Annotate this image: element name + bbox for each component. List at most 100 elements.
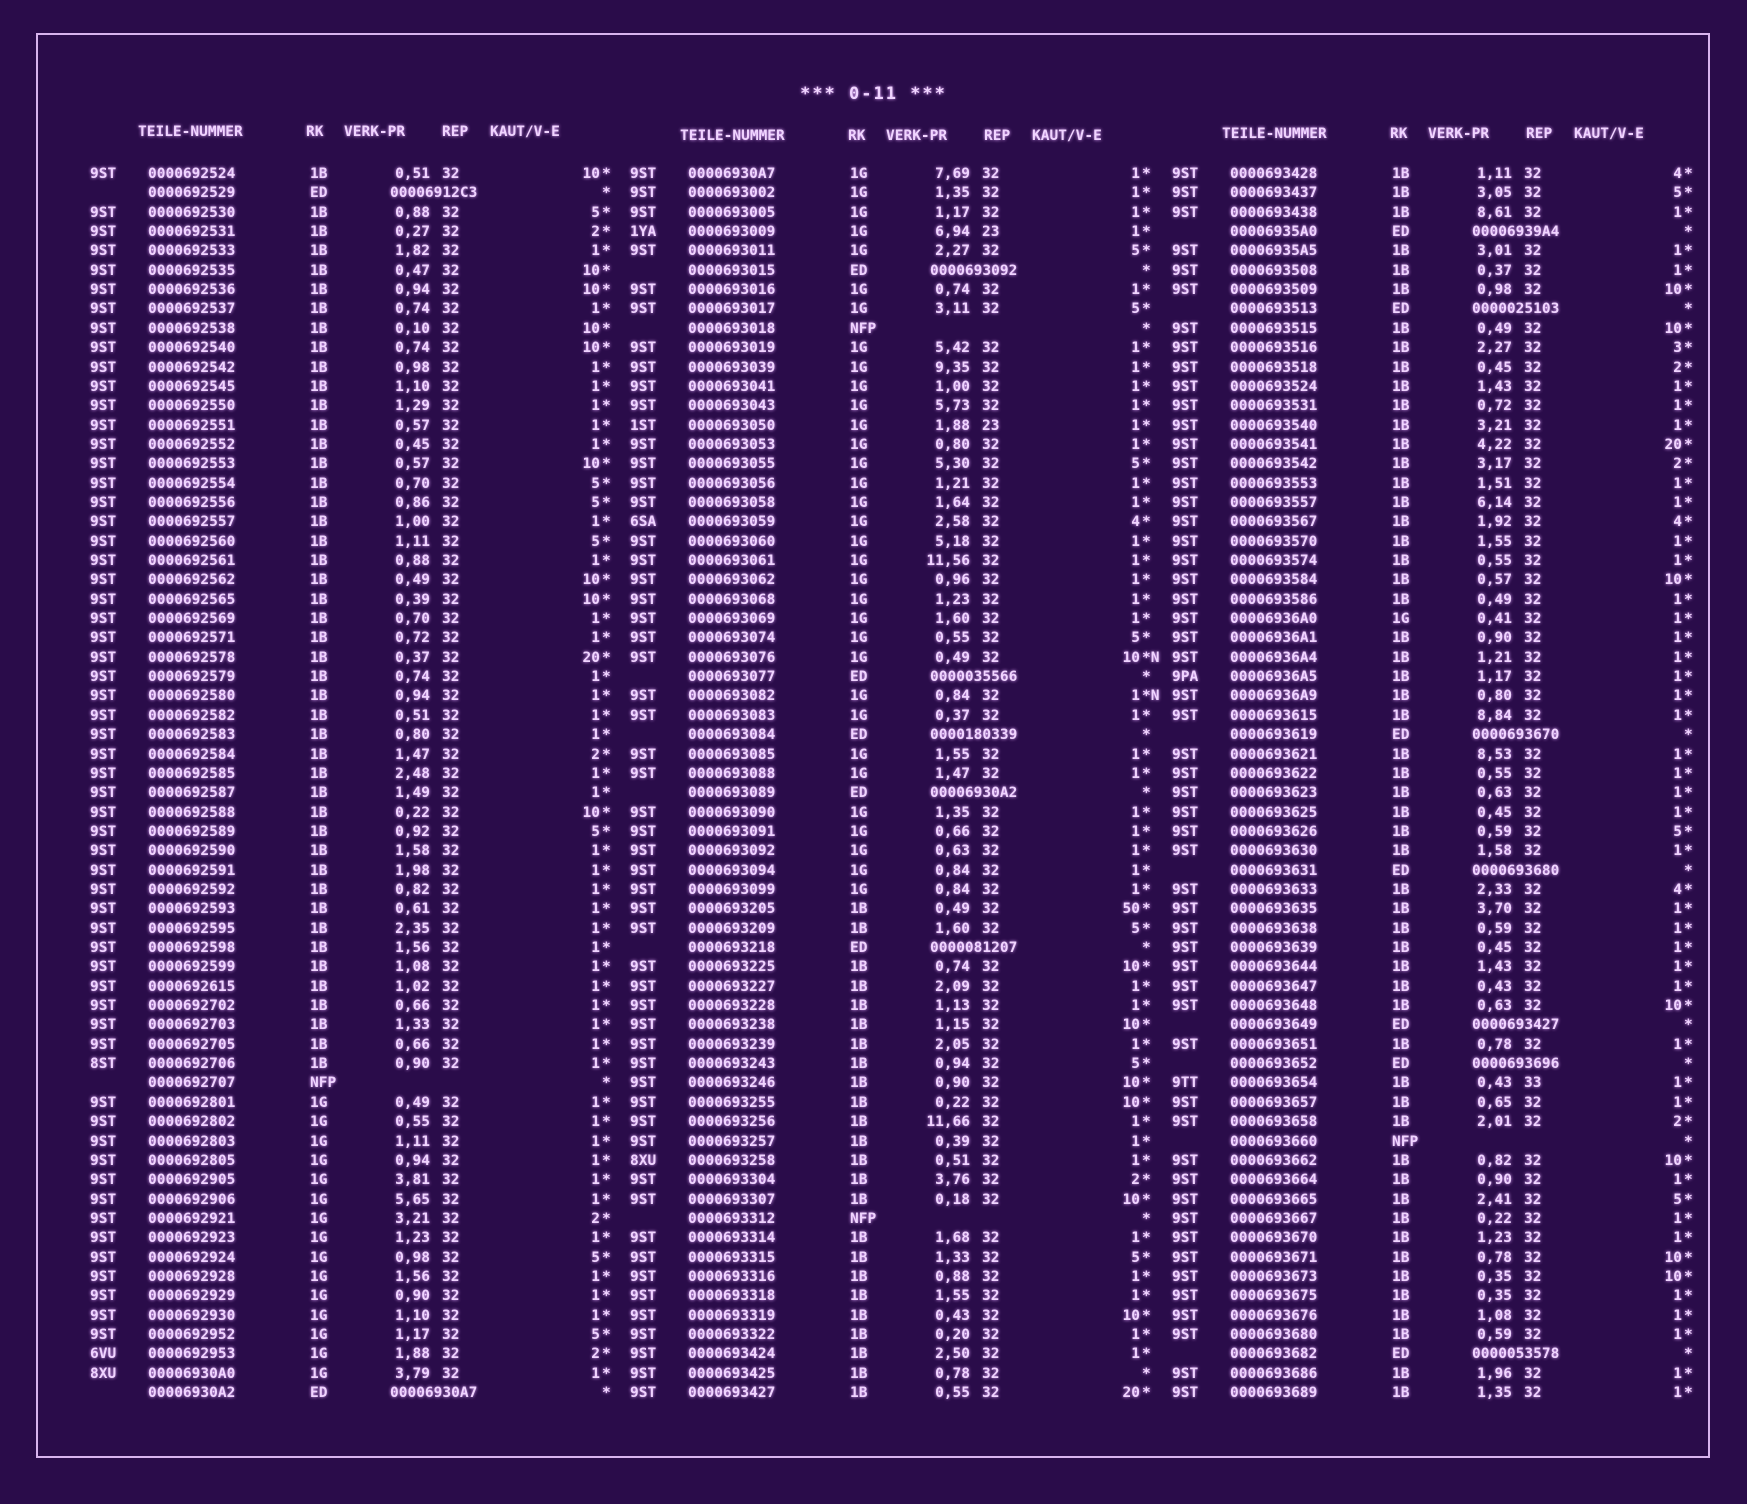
rk-cell: ED (1392, 1017, 1410, 1034)
rk-cell: 1G (310, 1191, 328, 1208)
rk-cell: 1B (310, 572, 328, 589)
table-row: 9ST 0000693635 1B 3,70 32 1 * (1172, 901, 1693, 920)
prefix-cell: 9ST (630, 1365, 657, 1382)
rk-cell: 1B (310, 804, 328, 821)
quantity-cell: 5 (591, 1327, 600, 1343)
quantity-cell: 1 (1131, 398, 1140, 415)
rk-cell: 1B (310, 378, 328, 395)
rk-cell: 1B (1392, 514, 1410, 531)
rep-cell: 32 (982, 553, 1000, 569)
prefix-cell: 9ST (630, 881, 657, 898)
rk-cell: 1B (1392, 765, 1410, 782)
rk-cell: 1G (310, 1365, 328, 1382)
flag-cell: * (602, 1268, 611, 1285)
prefix-cell: 9ST (630, 359, 657, 376)
table-row: 9ST 0000693621 1B 8,53 32 1 * (1172, 746, 1693, 766)
rk-cell: 1B (850, 1017, 868, 1034)
flag-cell: * (602, 185, 611, 202)
prefix-cell: 9ST (1172, 1210, 1199, 1227)
part-number-cell: 0000692928 (148, 1268, 236, 1285)
flag-cell: * (602, 669, 611, 686)
prefix-cell: 9ST (630, 591, 657, 608)
part-number-cell: 0000693664 (1230, 1172, 1318, 1189)
rep-cell: 32 (1524, 1365, 1542, 1382)
prefix-cell: 9ST (1172, 1172, 1199, 1189)
table-row: 9ST 0000692553 1B 0,57 32 10 * (90, 456, 611, 475)
table-row: 9ST 0000693671 1B 0,78 32 10 * (1172, 1249, 1693, 1269)
part-number-cell: 0000693074 (688, 630, 776, 647)
flag-cell: * (1142, 862, 1151, 879)
quantity-cell: 1 (591, 727, 600, 744)
rk-cell: 1B (310, 901, 328, 918)
price-cell: 0,63 (935, 843, 970, 860)
rep-cell: 32 (442, 533, 460, 550)
prefix-cell: 9ST (630, 959, 657, 976)
prefix-cell: 9ST (90, 901, 117, 918)
rk-cell: 1B (850, 1036, 868, 1053)
part-number-cell: 0000693056 (688, 475, 776, 492)
rk-cell: 1B (310, 940, 328, 956)
rep-cell: 32 (982, 1075, 1000, 1092)
flag-cell: * (1142, 1365, 1151, 1382)
flag-cell: * (602, 630, 611, 647)
quantity-cell: 50 (1122, 901, 1140, 918)
flag-cell: * (602, 785, 611, 802)
flag-cell: * (1142, 630, 1151, 647)
prefix-cell: 9ST (90, 630, 117, 647)
quantity-cell: 1 (1131, 1288, 1140, 1305)
table-row: 9ST 0000693438 1B 8,61 32 1 * (1172, 205, 1693, 224)
rk-cell: 1B (310, 456, 328, 473)
quantity-cell: 10 (1664, 282, 1682, 299)
rk-cell: 1G (310, 1327, 328, 1343)
price-cell: 0,35 (1477, 1268, 1512, 1285)
rk-cell: 1B (1392, 669, 1410, 686)
prefix-cell: 9ST (90, 475, 117, 492)
quantity-cell: 5 (1131, 1249, 1140, 1266)
table-row: 9ST 0000693689 1B 1,35 32 1 * (1172, 1385, 1693, 1404)
part-number-cell: 0000693316 (688, 1268, 776, 1285)
part-number-cell: 0000692593 (148, 901, 236, 918)
rk-cell: 1B (1392, 1172, 1410, 1189)
quantity-cell: 1 (1673, 746, 1682, 763)
quantity-cell: 1 (1673, 417, 1682, 434)
rep-cell: 32 (442, 262, 460, 279)
table-row: 9ST 0000692599 1B 1,08 32 1 * (90, 959, 611, 978)
reference-cell: 0000693092 (930, 262, 1018, 279)
table-row: 9ST 0000692595 1B 2,35 32 1 * (90, 921, 611, 940)
quantity-cell: 2 (1131, 1172, 1140, 1189)
prefix-cell: 9ST (90, 262, 117, 279)
table-row: 9ST 0000692905 1G 3,81 32 1 * (90, 1172, 611, 1191)
rep-cell: 32 (442, 611, 460, 628)
quantity-cell: 1 (1131, 1268, 1140, 1285)
price-cell: 0,39 (395, 591, 430, 608)
flag-cell: * (1684, 1288, 1693, 1305)
part-number-cell: 0000692587 (148, 785, 236, 802)
prefix-cell: 9ST (1172, 553, 1199, 569)
table-row: 9ST 0000693680 1B 0,59 32 1 * (1172, 1327, 1693, 1346)
table-row: 0000693077 ED 0000035566 * (630, 669, 1151, 688)
flag-cell: * (1142, 514, 1151, 531)
rep-cell: 32 (442, 688, 460, 705)
flag-cell: * (1142, 843, 1151, 860)
quantity-cell: 1 (591, 1307, 600, 1324)
table-row: 9ST 0000693676 1B 1,08 32 1 * (1172, 1308, 1693, 1327)
rep-cell: 32 (982, 688, 1000, 705)
table-row: 9ST 0000693239 1B 2,05 32 1 * (630, 1036, 1151, 1056)
price-cell: 6,94 (935, 224, 970, 241)
rk-cell: 1B (850, 1094, 868, 1111)
flag-cell: * (1142, 978, 1151, 995)
rep-cell: 32 (982, 881, 1000, 898)
header-rep: REP (1526, 126, 1553, 142)
rk-cell: 1B (310, 959, 328, 976)
rk-cell: 1B (850, 901, 868, 918)
quantity-cell: 5 (1131, 301, 1140, 318)
rep-cell: 32 (982, 1133, 1000, 1150)
part-number-cell: 0000692569 (148, 611, 236, 628)
prefix-cell: 9ST (90, 301, 117, 318)
rk-cell: 1G (850, 301, 868, 318)
rep-cell: 32 (1524, 785, 1542, 802)
flag-cell: * (1142, 1249, 1151, 1266)
quantity-cell: 4 (1131, 514, 1140, 531)
header-kaut: KAUT/V-E (1574, 126, 1644, 142)
rk-cell: 1B (1392, 1249, 1410, 1266)
